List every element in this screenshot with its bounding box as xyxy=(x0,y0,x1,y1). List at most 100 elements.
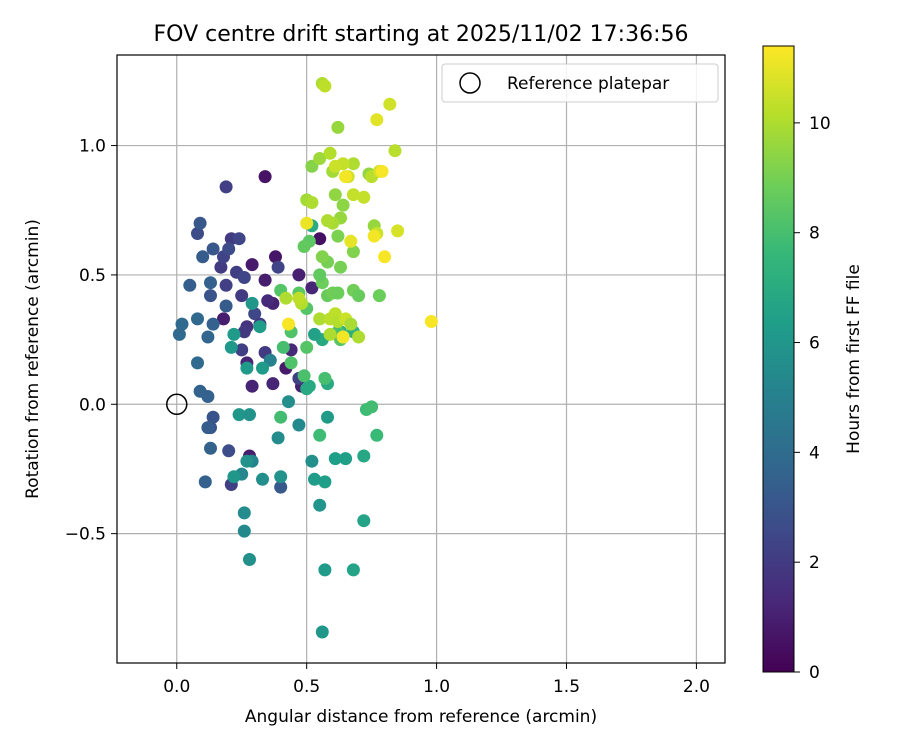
data-point xyxy=(372,289,386,303)
x-tick-label: 0.0 xyxy=(163,677,190,697)
data-point xyxy=(204,441,217,455)
data-point xyxy=(318,563,332,577)
axes-frame xyxy=(116,54,726,664)
data-point xyxy=(201,390,215,403)
data-point xyxy=(237,524,251,538)
data-point xyxy=(346,245,360,259)
data-point xyxy=(219,278,233,292)
y-tick-label: 1.0 xyxy=(79,137,106,157)
colorbar: 0 2 4 6 8 10 Hours from first FF file xyxy=(762,45,864,683)
data-point xyxy=(258,170,272,184)
data-point xyxy=(276,340,290,354)
data-point xyxy=(352,330,366,344)
data-point xyxy=(219,180,233,194)
data-point xyxy=(391,224,405,238)
data-point xyxy=(300,216,314,230)
data-point xyxy=(297,369,311,383)
x-axis-ticks: 0.0 0.5 1.0 1.5 2.0 xyxy=(163,663,710,697)
data-point xyxy=(271,431,285,445)
x-axis-label: Angular distance from reference (arcmin) xyxy=(245,707,597,727)
legend-label: Reference platepar xyxy=(507,74,669,94)
data-point xyxy=(274,480,288,494)
data-point xyxy=(175,317,189,331)
data-point xyxy=(224,340,238,354)
data-point xyxy=(240,361,254,375)
grid-lines xyxy=(117,55,725,663)
data-point xyxy=(313,498,327,512)
data-point xyxy=(313,312,327,326)
legend-box xyxy=(441,63,719,103)
data-point xyxy=(191,227,204,240)
data-point xyxy=(193,216,207,230)
legend-marker xyxy=(459,72,481,94)
data-point xyxy=(331,120,345,134)
colorbar-gradient xyxy=(763,46,794,672)
data-point xyxy=(196,250,210,264)
data-point xyxy=(357,449,371,463)
data-point xyxy=(300,340,314,354)
data-point xyxy=(204,276,217,290)
data-point xyxy=(243,408,256,422)
data-point xyxy=(235,289,249,303)
data-point xyxy=(313,428,327,442)
data-point xyxy=(346,563,360,577)
x-tick-label: 1.5 xyxy=(553,677,580,697)
data-point xyxy=(305,454,319,468)
data-point xyxy=(235,343,249,357)
data-point xyxy=(297,240,311,253)
data-point xyxy=(217,312,230,326)
y-tick-label: 0.5 xyxy=(79,266,106,286)
data-point xyxy=(274,470,288,484)
data-point xyxy=(331,286,345,300)
colorbar-tick-label: 0 xyxy=(809,663,820,683)
data-point xyxy=(191,312,204,326)
data-point xyxy=(321,214,334,228)
colorbar-tick-label: 6 xyxy=(809,334,820,354)
colorbar-tick-label: 10 xyxy=(809,114,831,134)
data-point xyxy=(201,421,215,435)
y-axis-ticks: −0.5 0.0 0.5 1.0 xyxy=(65,137,117,545)
x-tick-label: 2.0 xyxy=(683,677,710,697)
chart-title: FOV centre drift starting at 2025/11/02 … xyxy=(154,22,689,47)
data-point xyxy=(292,418,306,432)
data-point xyxy=(365,400,379,414)
data-point xyxy=(318,475,332,489)
data-point xyxy=(383,97,397,111)
data-point xyxy=(282,395,295,409)
colorbar-ticks: 0 2 4 6 8 10 xyxy=(794,114,831,683)
data-point xyxy=(378,250,392,264)
data-point xyxy=(388,144,402,158)
data-point xyxy=(279,291,293,305)
colorbar-tick-label: 4 xyxy=(809,443,820,463)
data-point xyxy=(232,232,246,246)
data-point xyxy=(237,325,251,339)
data-point xyxy=(323,327,337,341)
data-point xyxy=(339,170,353,184)
x-tick-label: 0.5 xyxy=(293,677,320,697)
data-point xyxy=(222,242,236,256)
data-point xyxy=(357,514,371,528)
data-point xyxy=(240,454,254,468)
data-point xyxy=(300,382,314,396)
data-point xyxy=(172,327,186,341)
reference-marker xyxy=(166,393,188,416)
data-point xyxy=(274,410,288,424)
plot-area: 0.0 0.5 1.0 1.5 2.0 −0.5 0.0 0.5 1.0 xyxy=(65,54,726,697)
data-point xyxy=(344,234,358,248)
data-point xyxy=(346,188,360,202)
data-point xyxy=(292,291,306,305)
data-point xyxy=(222,444,236,458)
data-point xyxy=(318,371,332,385)
y-tick-label: −0.5 xyxy=(65,525,106,545)
data-point xyxy=(352,289,366,303)
data-point xyxy=(313,152,327,165)
data-point xyxy=(198,475,212,489)
colorbar-tick-label: 2 xyxy=(809,553,820,573)
x-tick-label: 1.0 xyxy=(423,677,450,697)
data-point xyxy=(256,361,269,375)
data-point xyxy=(256,472,269,486)
data-point xyxy=(331,229,345,243)
data-point xyxy=(357,190,371,204)
data-point xyxy=(328,452,342,466)
